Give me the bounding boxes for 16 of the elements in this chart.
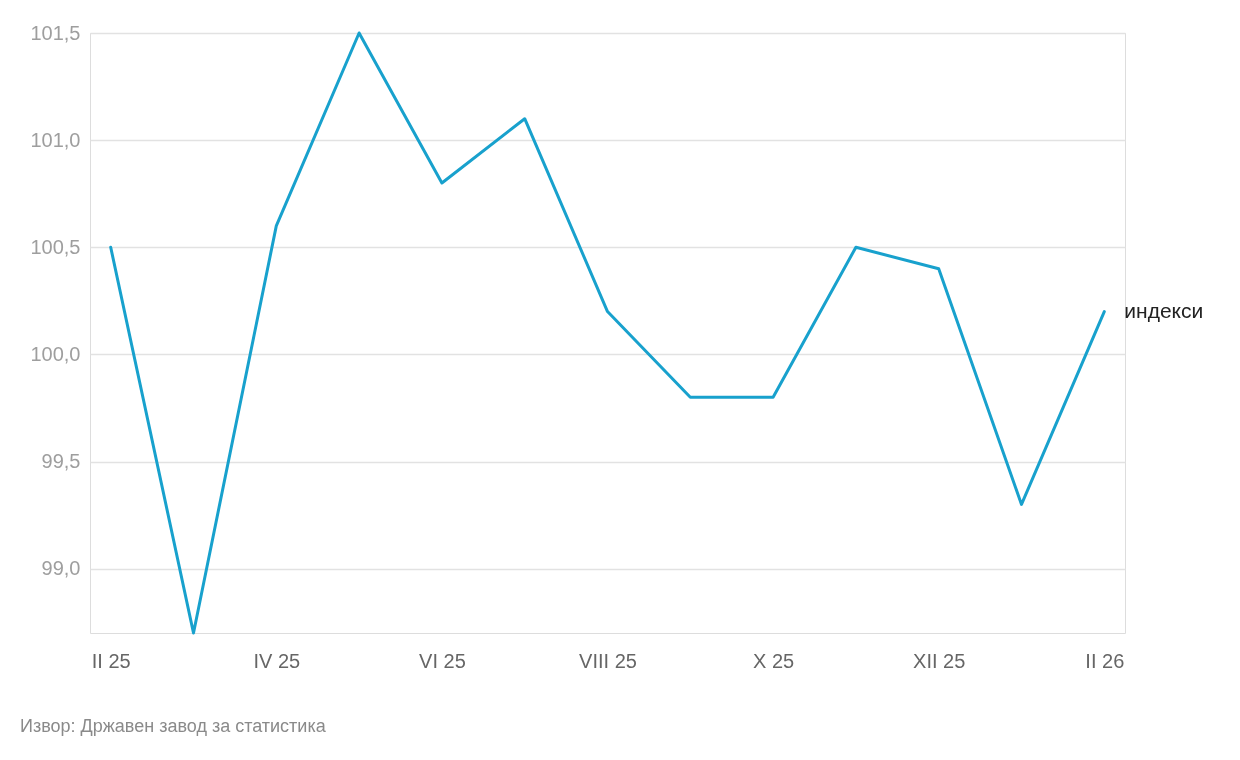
y-tick-label: 100,0: [30, 342, 81, 365]
line-series: [109, 31, 1106, 635]
y-tick-label: 99,0: [41, 557, 81, 580]
x-tick-label: II 26: [1085, 649, 1125, 672]
y-tick-label: 99,5: [41, 450, 81, 473]
y-tick-label: 101,0: [30, 128, 81, 151]
y-tick-label: 101,5: [30, 21, 81, 44]
x-tick-label: VIII 25: [579, 649, 637, 672]
y-tick-label: 100,5: [30, 235, 81, 258]
text: Извор: Државен завод за статистика: [20, 716, 327, 736]
x-tick-label: II 25: [91, 649, 131, 672]
series-label: индекси: [1124, 298, 1204, 322]
x-tick-label: IV 25: [253, 649, 301, 672]
x-tick-label: X 25: [753, 649, 795, 672]
x-tick-label: XII 25: [913, 649, 966, 672]
x-tick-label: VI 25: [419, 649, 466, 672]
